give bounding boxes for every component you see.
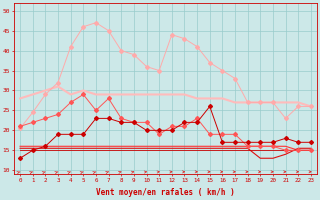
X-axis label: Vent moyen/en rafales ( km/h ): Vent moyen/en rafales ( km/h )	[96, 188, 235, 197]
